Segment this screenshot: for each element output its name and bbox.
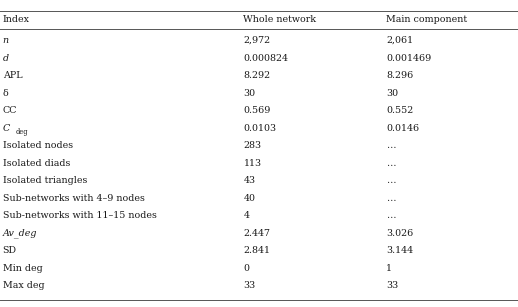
Text: 43: 43 (243, 176, 255, 185)
Text: 3.026: 3.026 (386, 228, 413, 238)
Text: n: n (3, 36, 9, 45)
Text: …: … (386, 141, 395, 150)
Text: 0.552: 0.552 (386, 106, 413, 115)
Text: Min deg: Min deg (3, 263, 42, 273)
Text: Whole network: Whole network (243, 15, 316, 25)
Text: 8.296: 8.296 (386, 71, 413, 80)
Text: deg: deg (16, 128, 28, 136)
Text: Index: Index (3, 15, 30, 25)
Text: 8.292: 8.292 (243, 71, 270, 80)
Text: 4: 4 (243, 211, 250, 220)
Text: 0.0103: 0.0103 (243, 123, 277, 133)
Text: d: d (3, 53, 9, 63)
Text: δ: δ (3, 88, 8, 98)
Text: 0.001469: 0.001469 (386, 53, 431, 63)
Text: 0: 0 (243, 263, 250, 273)
Text: Sub-networks with 4–9 nodes: Sub-networks with 4–9 nodes (3, 193, 145, 203)
Text: SD: SD (3, 246, 17, 255)
Text: Sub-networks with 11–15 nodes: Sub-networks with 11–15 nodes (3, 211, 156, 220)
Text: 113: 113 (243, 158, 262, 168)
Text: 33: 33 (386, 281, 398, 290)
Text: 283: 283 (243, 141, 262, 150)
Text: Max deg: Max deg (3, 281, 44, 290)
Text: Isolated diads: Isolated diads (3, 158, 70, 168)
Text: Main component: Main component (386, 15, 467, 25)
Text: 40: 40 (243, 193, 255, 203)
Text: C: C (3, 123, 10, 133)
Text: …: … (386, 211, 395, 220)
Text: Av_deg: Av_deg (3, 228, 37, 238)
Text: 3.144: 3.144 (386, 246, 413, 255)
Text: 2,972: 2,972 (243, 36, 270, 45)
Text: 0.0146: 0.0146 (386, 123, 419, 133)
Text: Isolated triangles: Isolated triangles (3, 176, 87, 185)
Text: 2,061: 2,061 (386, 36, 413, 45)
Text: Isolated nodes: Isolated nodes (3, 141, 73, 150)
Text: 30: 30 (386, 88, 398, 98)
Text: CC: CC (3, 106, 17, 115)
Text: …: … (386, 193, 395, 203)
Text: 33: 33 (243, 281, 256, 290)
Text: 2.447: 2.447 (243, 228, 270, 238)
Text: 30: 30 (243, 88, 255, 98)
Text: 1: 1 (386, 263, 392, 273)
Text: 0.000824: 0.000824 (243, 53, 289, 63)
Text: …: … (386, 158, 395, 168)
Text: 0.569: 0.569 (243, 106, 271, 115)
Text: APL: APL (3, 71, 22, 80)
Text: 2.841: 2.841 (243, 246, 270, 255)
Text: …: … (386, 176, 395, 185)
